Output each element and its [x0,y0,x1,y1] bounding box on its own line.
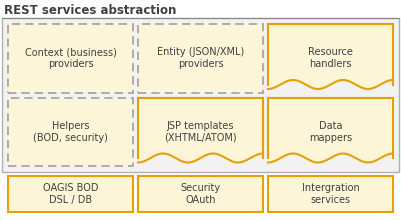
FancyBboxPatch shape [2,18,399,172]
Text: JSP templates
(XHTML/ATOM): JSP templates (XHTML/ATOM) [164,121,237,143]
FancyBboxPatch shape [8,24,133,92]
Text: Intergration
services: Intergration services [302,183,359,205]
Polygon shape [268,24,393,89]
Text: Context (business)
providers: Context (business) providers [24,48,116,69]
Text: Data
mappers: Data mappers [309,121,352,143]
FancyBboxPatch shape [8,97,133,166]
FancyBboxPatch shape [138,24,263,92]
Polygon shape [138,97,263,163]
Text: Entity (JSON/XML)
providers: Entity (JSON/XML) providers [157,48,244,69]
Text: REST services abstraction: REST services abstraction [4,4,176,17]
Text: OAGIS BOD
DSL / DB: OAGIS BOD DSL / DB [43,183,98,205]
Text: Helpers
(BOD, security): Helpers (BOD, security) [33,121,108,143]
FancyBboxPatch shape [268,176,393,212]
FancyBboxPatch shape [138,176,263,212]
FancyBboxPatch shape [8,176,133,212]
Text: Security
OAuth: Security OAuth [180,183,221,205]
Text: Resource
handlers: Resource handlers [308,48,353,69]
Polygon shape [268,97,393,163]
